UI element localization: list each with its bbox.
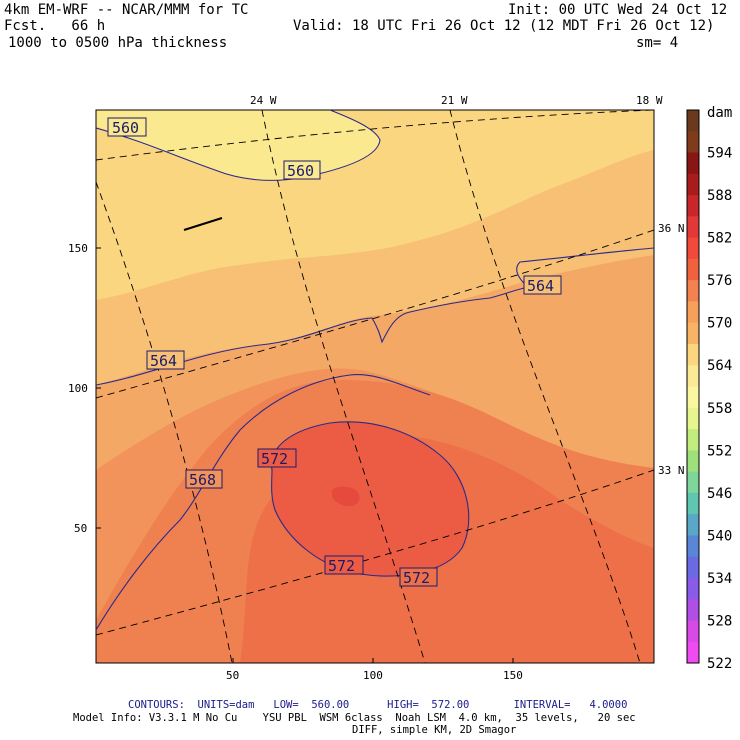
- colorbar-swatch: [687, 365, 699, 387]
- contour-label: 560: [107, 117, 147, 137]
- colorbar-level: 594: [707, 146, 732, 162]
- colorbar-swatch: [687, 386, 699, 409]
- contour-label: 572: [257, 448, 297, 468]
- colorbar-level: 570: [707, 316, 732, 332]
- colorbar-level: 522: [707, 656, 732, 672]
- colorbar-swatch: [687, 407, 699, 430]
- smoothing: sm= 4: [636, 35, 679, 51]
- colorbar: dam 594 588 582 576 570 564 558 552 546 540 534 528…: [686, 105, 732, 672]
- colorbar-level: 552: [707, 443, 732, 459]
- contour-label: 564: [523, 275, 562, 295]
- x-tick: 100: [363, 669, 383, 682]
- y-axis-ticks: 50 100 150: [68, 242, 101, 535]
- colorbar-swatch: [687, 173, 699, 196]
- colorbar-swatch: [687, 514, 699, 536]
- contour-label: 568: [185, 469, 223, 489]
- model-title: 4km EM-WRF -- NCAR/MMM for TC: [4, 2, 249, 18]
- colorbar-swatch: [687, 450, 699, 473]
- wind-barb: [183, 217, 223, 231]
- forecast-hour: Fcst. 66 h: [4, 18, 106, 34]
- colorbar-swatch: [687, 492, 699, 515]
- x-tick: 50: [226, 669, 239, 682]
- contour-label: 572: [324, 555, 364, 575]
- colorbar-swatch: [687, 535, 699, 558]
- diffusion-info: DIFF, simple KM, 2D Smagor: [352, 724, 517, 736]
- valid-time: Valid: 18 UTC Fri 26 Oct 12 (12 MDT Fri …: [293, 18, 715, 34]
- model-info: Model Info: V3.3.1 M No Cu YSU PBL WSM 6…: [73, 712, 636, 724]
- colorbar-swatch: [687, 429, 699, 451]
- svg-text:36 N: 36 N: [658, 222, 685, 235]
- colorbar-level: 564: [707, 358, 732, 374]
- colorbar-swatch: [687, 131, 699, 154]
- colorbar-swatch: [687, 599, 699, 621]
- x-tick: 150: [503, 669, 523, 682]
- x-axis-ticks: 50 100 150: [226, 658, 523, 682]
- svg-text:564: 564: [527, 277, 554, 295]
- svg-text:572: 572: [403, 569, 430, 587]
- colorbar-level: 582: [707, 231, 732, 247]
- lat-labels: 36 N 33 N: [658, 222, 685, 477]
- colorbar-swatch: [687, 471, 699, 494]
- colorbar-level: 576: [707, 273, 732, 289]
- svg-text:568: 568: [189, 471, 216, 489]
- svg-text:21 W: 21 W: [441, 94, 468, 107]
- contour-lines: [96, 110, 654, 631]
- colorbar-level: 588: [707, 188, 732, 204]
- y-tick: 100: [68, 382, 88, 395]
- colorbar-swatch: [687, 577, 699, 600]
- colorbar-unit: dam: [707, 105, 732, 121]
- colorbar-swatch: [687, 322, 699, 345]
- colorbar-swatch: [687, 641, 699, 664]
- colorbar-swatch: [687, 556, 699, 579]
- contour-label: 572: [399, 567, 438, 587]
- colorbar-swatch: [687, 237, 699, 260]
- svg-text:560: 560: [112, 119, 139, 137]
- field-name: 1000 to 0500 hPa thickness: [8, 35, 228, 51]
- init-time: Init: 00 UTC Wed 24 Oct 12: [508, 2, 728, 18]
- y-tick: 50: [74, 522, 87, 535]
- svg-text:560: 560: [287, 162, 314, 180]
- colorbar-swatch: [687, 280, 699, 302]
- svg-text:24 W: 24 W: [250, 94, 277, 107]
- colorbar-level: 546: [707, 486, 732, 502]
- colorbar-swatch: [687, 620, 699, 643]
- y-tick: 150: [68, 242, 88, 255]
- contour-label-group: 560 560 564 564 568 572 572 572: [107, 117, 562, 587]
- colorbar-level: 528: [707, 613, 732, 629]
- colorbar-swatch: [687, 195, 699, 217]
- colorbar-swatch: [687, 216, 699, 239]
- plot-frame: [95, 109, 655, 664]
- colorbar-swatch: [687, 110, 699, 132]
- colorbar-swatch: [687, 343, 699, 366]
- svg-text:572: 572: [261, 450, 288, 468]
- contour-label: 564: [146, 350, 185, 370]
- filled-contours: [96, 110, 654, 663]
- colorbar-level: 558: [707, 401, 732, 417]
- svg-text:33 N: 33 N: [658, 464, 685, 477]
- colorbar-swatch: [687, 258, 699, 281]
- svg-text:564: 564: [150, 352, 177, 370]
- contour-info: CONTOURS: UNITS=dam LOW= 560.00 HIGH= 57…: [128, 699, 628, 711]
- svg-text:18 W: 18 W: [636, 94, 663, 107]
- colorbar-level: 540: [707, 528, 732, 544]
- colorbar-swatch: [687, 301, 699, 324]
- colorbar-level: 534: [707, 571, 732, 587]
- contour-label: 560: [283, 160, 321, 180]
- svg-text:572: 572: [328, 557, 355, 575]
- lon-labels: 24 W 21 W 18 W: [250, 94, 663, 107]
- colorbar-swatch: [687, 152, 699, 175]
